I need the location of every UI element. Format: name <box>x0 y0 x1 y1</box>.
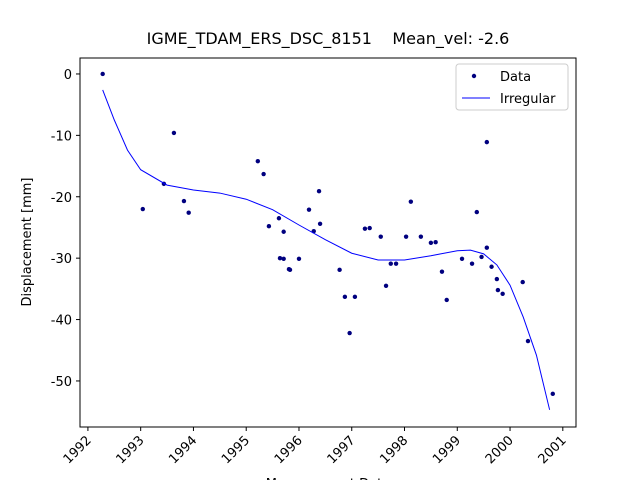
fit-line <box>102 89 551 410</box>
legend-label: Data <box>500 70 531 85</box>
data-point <box>281 256 286 261</box>
data-point <box>459 256 465 261</box>
plot-frame <box>79 57 577 428</box>
data-point <box>393 261 399 266</box>
data-point <box>474 209 479 215</box>
data-point <box>287 267 293 273</box>
data-point <box>494 276 500 282</box>
data-point <box>378 234 383 239</box>
data-point <box>403 234 409 239</box>
data-point <box>100 71 105 77</box>
data-point <box>469 261 475 266</box>
y-tick-label: -30 <box>51 252 72 267</box>
data-point <box>418 234 424 239</box>
data-point <box>444 297 449 303</box>
data-point <box>408 199 414 204</box>
legend-label: Irregular <box>500 92 556 107</box>
chart-title: IGME_TDAM_ERS_DSC_8151 Mean_vel: -2.6 <box>147 29 510 49</box>
y-tick-label: -10 <box>51 129 72 144</box>
y-tick-label: -40 <box>51 314 72 329</box>
data-point <box>347 330 352 336</box>
data-point <box>367 225 372 231</box>
y-tick-label: -20 <box>51 191 72 206</box>
data-point <box>186 210 191 215</box>
data-point <box>296 256 302 261</box>
data-point <box>306 207 312 212</box>
data-point <box>342 294 348 300</box>
data-point <box>362 226 368 231</box>
data-point <box>171 130 177 136</box>
data-point <box>484 139 490 145</box>
y-tick-label: -50 <box>51 375 72 390</box>
data-point <box>383 283 389 288</box>
data-point <box>484 245 490 250</box>
data-point <box>181 198 187 204</box>
data-point <box>266 224 272 229</box>
data-point <box>317 221 323 226</box>
data-point <box>525 338 531 344</box>
data-point <box>352 294 358 300</box>
data-point <box>140 206 145 212</box>
data-point <box>428 240 434 246</box>
y-tick-label: 0 <box>64 68 72 83</box>
data-point <box>550 391 555 397</box>
data-point <box>337 267 342 273</box>
data-point <box>433 239 438 245</box>
data-point <box>439 269 445 274</box>
data-point <box>520 279 525 285</box>
data-point <box>316 189 322 194</box>
legend-marker <box>471 73 477 79</box>
data-point <box>255 158 261 164</box>
data-point <box>276 216 282 221</box>
data-point <box>495 287 501 293</box>
data-point <box>388 261 393 266</box>
data-point <box>500 291 505 296</box>
data-point <box>261 171 266 177</box>
data-point <box>489 264 494 269</box>
data-point <box>277 255 283 261</box>
data-point <box>281 229 286 234</box>
y-axis-label: Displacement [mm] <box>20 178 35 307</box>
data-point <box>479 254 484 260</box>
